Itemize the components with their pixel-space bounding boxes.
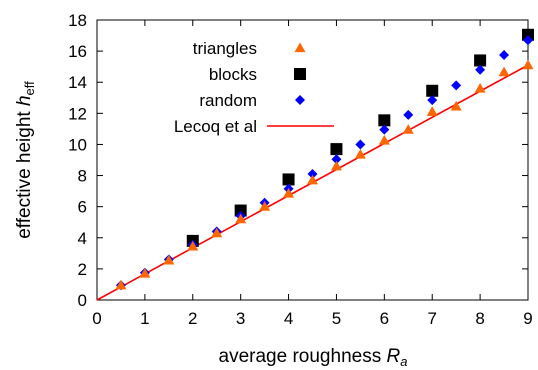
y-tick-label: 16 <box>68 42 87 61</box>
data-point-triangles <box>187 240 199 251</box>
data-point-blocks <box>474 54 487 67</box>
x-tick-label: 1 <box>140 309 149 328</box>
y-tick-label: 14 <box>68 73 87 92</box>
data-point-random <box>451 80 462 91</box>
data-point-triangles <box>139 268 151 278</box>
data-point-blocks <box>426 84 439 97</box>
data-point-triangles <box>283 187 295 198</box>
data-point-triangles <box>354 149 366 159</box>
plot-frame <box>96 19 529 301</box>
data-point-triangles <box>163 254 175 265</box>
legend-label: blocks <box>209 65 257 84</box>
x-tick-label: 4 <box>284 309 293 328</box>
legend-marker-blocks <box>294 68 306 80</box>
data-point-blocks <box>330 143 343 156</box>
y-tick-label: 6 <box>78 198 87 217</box>
legend-label: triangles <box>193 39 257 58</box>
data-point-random <box>475 64 486 75</box>
x-tick-label: 2 <box>188 309 197 328</box>
legend-label: random <box>199 91 257 110</box>
y-tick-label: 0 <box>78 291 87 310</box>
data-point-random <box>307 169 318 179</box>
data-point-random <box>523 35 533 46</box>
data-point-triangles <box>450 100 462 111</box>
data-point-blocks <box>378 114 391 127</box>
data-point-blocks <box>282 173 295 186</box>
y-tick-label: 12 <box>68 104 87 123</box>
x-tick-label: 3 <box>236 309 245 328</box>
data-point-random <box>379 124 390 135</box>
y-tick-label: 8 <box>78 167 87 186</box>
data-point-random <box>331 154 342 165</box>
x-tick-label: 7 <box>427 309 436 328</box>
data-point-random <box>355 139 366 150</box>
x-tick-label: 8 <box>475 309 484 328</box>
data-point-random <box>403 109 414 120</box>
data-point-triangles <box>402 124 414 134</box>
x-axis-label: average roughness Ra <box>219 346 408 369</box>
y-tick-label: 2 <box>78 260 87 279</box>
data-point-triangles <box>115 279 127 290</box>
data-point-triangles <box>378 135 390 145</box>
data-point-triangles <box>307 174 318 185</box>
data-point-triangles <box>211 227 223 238</box>
data-point-blocks <box>234 204 247 217</box>
data-point-random <box>499 50 510 60</box>
x-tick-label: 6 <box>380 309 389 328</box>
data-point-blocks <box>522 28 534 41</box>
legend-marker-random <box>295 95 305 105</box>
y-tick-label: 10 <box>68 135 87 154</box>
x-tick-label: 0 <box>92 309 101 328</box>
data-point-triangles <box>426 106 438 116</box>
data-point-triangles <box>474 82 486 93</box>
y-tick-label: 4 <box>78 229 87 248</box>
y-axis-label: effective height heff <box>14 81 37 239</box>
data-point-random <box>427 95 438 106</box>
y-tick-label: 18 <box>68 11 87 30</box>
legend: triangles blocks random Lecoq et al <box>174 39 334 136</box>
legend-label: Lecoq et al <box>174 117 257 136</box>
data-point-triangles <box>522 59 534 70</box>
data-point-triangles <box>498 66 510 77</box>
data-point-triangles <box>259 201 271 211</box>
legend-marker-triangles <box>294 42 306 53</box>
x-tick-label: 5 <box>332 309 341 328</box>
data-point-triangles <box>235 213 247 224</box>
x-tick-label: 9 <box>523 309 532 328</box>
data-point-triangles <box>330 160 342 171</box>
